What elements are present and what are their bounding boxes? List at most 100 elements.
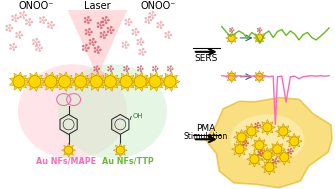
Polygon shape [238, 149, 241, 157]
Circle shape [50, 26, 53, 29]
Polygon shape [236, 137, 242, 143]
Circle shape [19, 12, 22, 15]
Polygon shape [46, 82, 51, 90]
Polygon shape [120, 149, 127, 152]
Circle shape [263, 123, 272, 132]
Circle shape [36, 38, 38, 40]
Circle shape [228, 73, 235, 80]
Polygon shape [109, 82, 113, 91]
Polygon shape [35, 82, 43, 88]
Polygon shape [246, 131, 252, 137]
Circle shape [135, 33, 137, 36]
Circle shape [254, 123, 257, 125]
Polygon shape [250, 123, 253, 131]
Polygon shape [283, 131, 289, 137]
Circle shape [45, 76, 57, 88]
Polygon shape [115, 150, 120, 155]
Polygon shape [231, 77, 236, 81]
Circle shape [92, 43, 95, 46]
Polygon shape [288, 141, 294, 147]
Text: Laser: Laser [84, 1, 111, 11]
Circle shape [148, 16, 150, 19]
Circle shape [102, 24, 105, 26]
Polygon shape [46, 73, 51, 82]
Circle shape [65, 146, 73, 154]
Polygon shape [67, 143, 70, 150]
Circle shape [88, 28, 91, 30]
Polygon shape [80, 75, 88, 82]
Circle shape [136, 42, 139, 45]
Polygon shape [121, 73, 126, 82]
Circle shape [137, 66, 139, 68]
Circle shape [148, 22, 150, 24]
Polygon shape [126, 82, 134, 88]
Circle shape [24, 14, 27, 16]
Circle shape [140, 38, 142, 40]
Polygon shape [266, 119, 269, 127]
Polygon shape [79, 70, 115, 82]
Polygon shape [266, 155, 269, 163]
Circle shape [88, 33, 91, 36]
Circle shape [32, 42, 35, 45]
Circle shape [89, 42, 91, 45]
Circle shape [122, 42, 124, 44]
Polygon shape [76, 82, 80, 90]
Circle shape [110, 32, 113, 34]
Circle shape [164, 76, 176, 88]
Polygon shape [150, 73, 155, 82]
Circle shape [247, 142, 249, 144]
Circle shape [287, 152, 289, 154]
Circle shape [243, 144, 245, 146]
Polygon shape [269, 167, 275, 173]
Polygon shape [238, 141, 241, 149]
Polygon shape [150, 82, 155, 90]
Circle shape [32, 39, 35, 41]
Circle shape [107, 66, 110, 68]
Polygon shape [234, 149, 240, 155]
Polygon shape [252, 130, 259, 133]
Circle shape [125, 19, 127, 22]
Circle shape [148, 12, 151, 15]
Circle shape [94, 50, 96, 53]
Polygon shape [253, 151, 256, 159]
Polygon shape [50, 72, 54, 82]
Polygon shape [254, 75, 259, 78]
Text: SERS: SERS [194, 54, 217, 63]
Circle shape [84, 17, 86, 20]
Polygon shape [35, 75, 43, 82]
Polygon shape [96, 82, 104, 88]
Circle shape [259, 31, 261, 33]
Circle shape [9, 44, 12, 46]
Circle shape [110, 26, 113, 29]
Circle shape [142, 68, 144, 70]
Polygon shape [259, 38, 264, 42]
Polygon shape [279, 152, 284, 157]
Circle shape [11, 15, 14, 18]
Circle shape [82, 48, 84, 51]
Circle shape [116, 146, 124, 154]
Circle shape [259, 27, 261, 29]
Circle shape [256, 73, 263, 80]
Polygon shape [259, 140, 265, 145]
Polygon shape [51, 80, 61, 84]
Polygon shape [240, 144, 245, 149]
Ellipse shape [58, 64, 167, 159]
Polygon shape [288, 136, 294, 141]
Circle shape [120, 76, 132, 88]
Circle shape [19, 15, 22, 18]
Circle shape [87, 16, 90, 19]
Polygon shape [25, 78, 35, 82]
Polygon shape [258, 32, 261, 38]
Polygon shape [259, 77, 264, 81]
Circle shape [160, 21, 162, 23]
Polygon shape [51, 75, 58, 82]
Polygon shape [247, 157, 255, 161]
Circle shape [75, 76, 86, 88]
Polygon shape [268, 167, 271, 175]
Polygon shape [34, 72, 38, 82]
Circle shape [290, 148, 292, 150]
Polygon shape [261, 165, 269, 169]
Polygon shape [230, 32, 233, 38]
Polygon shape [170, 82, 178, 88]
Circle shape [85, 29, 87, 32]
